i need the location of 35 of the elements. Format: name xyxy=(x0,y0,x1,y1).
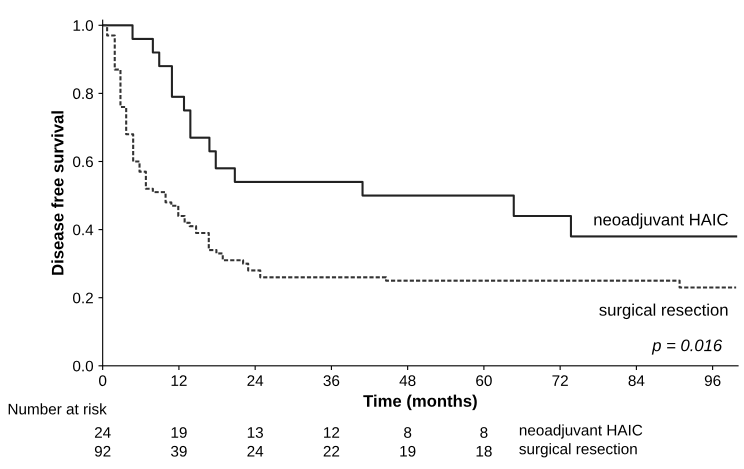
x-tick-label: 36 xyxy=(323,375,340,386)
text: 24 xyxy=(94,427,111,438)
text: Number at risk xyxy=(8,403,107,414)
y-tick-label: 0.2 xyxy=(73,292,93,304)
x-axis-title: Time (months) xyxy=(363,394,477,410)
text: 8 xyxy=(404,427,412,438)
text: 19 xyxy=(172,427,187,438)
text: neoadjuvant HAIC xyxy=(520,424,642,439)
y-tick-label: 0.0 xyxy=(73,360,94,372)
x-tick-label: 0 xyxy=(99,375,106,386)
text: 19 xyxy=(400,446,416,457)
x-tick-label: 96 xyxy=(704,375,720,386)
y-tick-label: 0.8 xyxy=(73,88,93,100)
text: 8 xyxy=(480,427,488,438)
text: 24 xyxy=(247,446,264,457)
x-tick-label: 84 xyxy=(628,375,644,386)
y-tick-label: 0.4 xyxy=(73,224,94,236)
text: 12 xyxy=(324,427,340,438)
x-tick-label: 48 xyxy=(400,375,416,386)
text: 18 xyxy=(476,446,492,457)
y-axis-title: Disease free survival xyxy=(51,111,64,275)
text: surgical resection xyxy=(519,443,637,458)
text: 39 xyxy=(171,446,187,457)
annotation: p = 0.016 xyxy=(652,339,722,355)
text: 92 xyxy=(94,446,110,457)
x-tick-label: 24 xyxy=(247,375,264,386)
series-label: neoadjuvant HAIC xyxy=(594,213,728,229)
y-tick-label: 1.0 xyxy=(74,20,94,31)
series-label: surgical resection xyxy=(599,304,728,320)
text: 22 xyxy=(324,446,340,457)
x-tick-label: 72 xyxy=(552,375,568,386)
x-tick-label: 60 xyxy=(476,375,492,386)
x-tick-label: 12 xyxy=(172,375,187,386)
y-tick-label: 0.6 xyxy=(73,156,93,168)
text: 13 xyxy=(248,427,263,438)
